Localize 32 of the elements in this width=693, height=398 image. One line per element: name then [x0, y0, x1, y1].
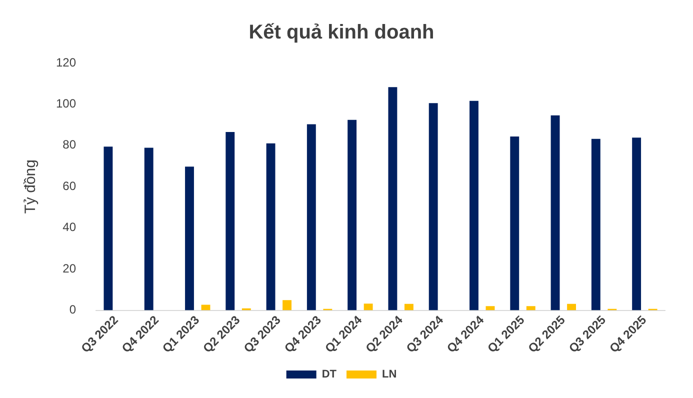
y-axis-title: Tỷ đồng	[22, 160, 40, 214]
bar	[591, 138, 600, 310]
bar	[306, 124, 316, 310]
bar	[226, 132, 235, 310]
bar	[104, 146, 113, 310]
chart-title: Kết quả kinh doanh	[248, 22, 434, 44]
bar	[282, 300, 292, 310]
bar	[388, 87, 398, 310]
y-tick-label: 20	[62, 261, 76, 276]
bar	[428, 103, 438, 310]
legend-label: LN	[382, 368, 397, 381]
y-tick-label: 60	[62, 178, 76, 193]
bar	[526, 306, 536, 310]
bar	[567, 304, 576, 310]
bar	[550, 115, 560, 310]
bar	[470, 100, 478, 310]
bar	[348, 120, 357, 310]
legend-label: DT	[322, 368, 337, 381]
y-tick-label: 0	[69, 302, 76, 317]
bar	[486, 306, 495, 310]
bar	[201, 304, 210, 310]
bar	[364, 304, 373, 310]
bar	[632, 138, 642, 310]
y-tick-label: 120	[56, 55, 76, 70]
bar	[510, 136, 520, 310]
bar	[266, 143, 276, 310]
y-tick-label: 80	[62, 138, 76, 152]
bar	[185, 166, 194, 310]
y-tick-label: 40	[62, 220, 76, 234]
bar	[144, 148, 154, 310]
y-tick-label: 100	[56, 96, 76, 111]
bar	[404, 304, 414, 310]
